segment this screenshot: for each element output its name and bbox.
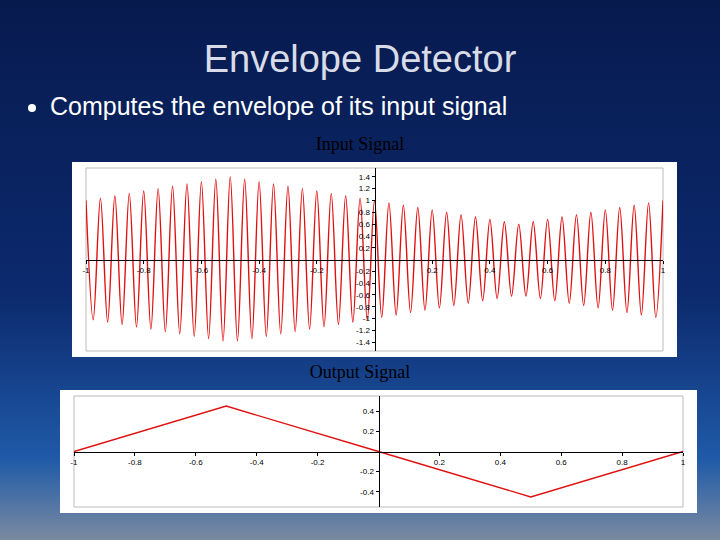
svg-text:-0.2: -0.2 [311,458,325,467]
svg-text:0.4: 0.4 [484,266,496,275]
svg-text:-0.6: -0.6 [189,458,203,467]
svg-text:0.2: 0.2 [427,266,439,275]
svg-text:-1.4: -1.4 [356,338,370,347]
svg-text:0.4: 0.4 [495,458,507,467]
svg-text:1.4: 1.4 [359,173,371,182]
svg-text:-0.6: -0.6 [356,291,370,300]
svg-text:0.8: 0.8 [359,208,371,217]
svg-text:-0.4: -0.4 [252,266,266,275]
svg-text:-0.4: -0.4 [356,279,370,288]
svg-text:0.4: 0.4 [359,232,371,241]
svg-text:0.4: 0.4 [363,407,375,416]
svg-text:0.2: 0.2 [363,427,375,436]
svg-text:-0.2: -0.2 [356,267,370,276]
svg-text:0.6: 0.6 [359,220,371,229]
svg-text:-1: -1 [82,266,90,275]
svg-text:-1: -1 [70,458,78,467]
svg-text:-0.2: -0.2 [360,467,374,476]
svg-text:-0.6: -0.6 [195,266,209,275]
svg-text:-0.4: -0.4 [360,488,374,497]
svg-text:0.8: 0.8 [617,458,629,467]
svg-text:-0.8: -0.8 [356,303,370,312]
svg-text:-0.8: -0.8 [128,458,142,467]
svg-text:-0.8: -0.8 [137,266,151,275]
svg-text:-1.2: -1.2 [356,326,370,335]
svg-text:-0.2: -0.2 [310,266,324,275]
svg-text:-0.4: -0.4 [250,458,264,467]
svg-text:-1: -1 [363,314,371,323]
svg-text:1.2: 1.2 [359,184,371,193]
html-text:Computes the envelope of its i: Computes the envelope of its input signa… [50,92,508,120]
html-text:Input Signal: Input Signal [315,134,405,154]
svg-text:1: 1 [365,196,370,205]
html-text:Output Signal: Output Signal [309,362,411,382]
svg-text:1: 1 [661,266,666,275]
html-text:Envelope Detector: Envelope Detector [203,38,517,80]
svg-text:0.8: 0.8 [600,266,612,275]
svg-text:0.6: 0.6 [556,458,568,467]
svg-text:0.6: 0.6 [542,266,554,275]
svg-text:0.2: 0.2 [434,458,446,467]
svg-text:1: 1 [681,458,686,467]
svg-text:0.2: 0.2 [359,243,371,252]
